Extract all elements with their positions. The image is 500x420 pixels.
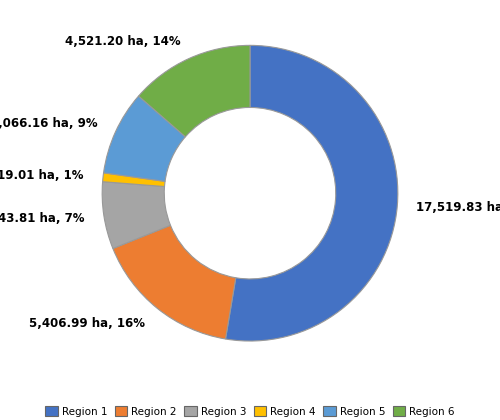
Text: 3,066.16 ha, 9%: 3,066.16 ha, 9% [0,118,98,131]
Wedge shape [138,45,250,137]
Wedge shape [226,45,398,341]
Wedge shape [104,96,186,181]
Text: 319.01 ha, 1%: 319.01 ha, 1% [0,169,84,182]
Text: 2,443.81 ha, 7%: 2,443.81 ha, 7% [0,212,85,225]
Text: 4,521.20 ha, 14%: 4,521.20 ha, 14% [65,34,181,47]
Wedge shape [113,225,236,339]
Legend: Region 1, Region 2, Region 3, Region 4, Region 5, Region 6: Region 1, Region 2, Region 3, Region 4, … [41,402,459,420]
Text: 17,519.83 ha, 53%: 17,519.83 ha, 53% [416,201,500,214]
Text: 5,406.99 ha, 16%: 5,406.99 ha, 16% [30,317,146,330]
Wedge shape [102,173,165,186]
Wedge shape [102,182,170,249]
